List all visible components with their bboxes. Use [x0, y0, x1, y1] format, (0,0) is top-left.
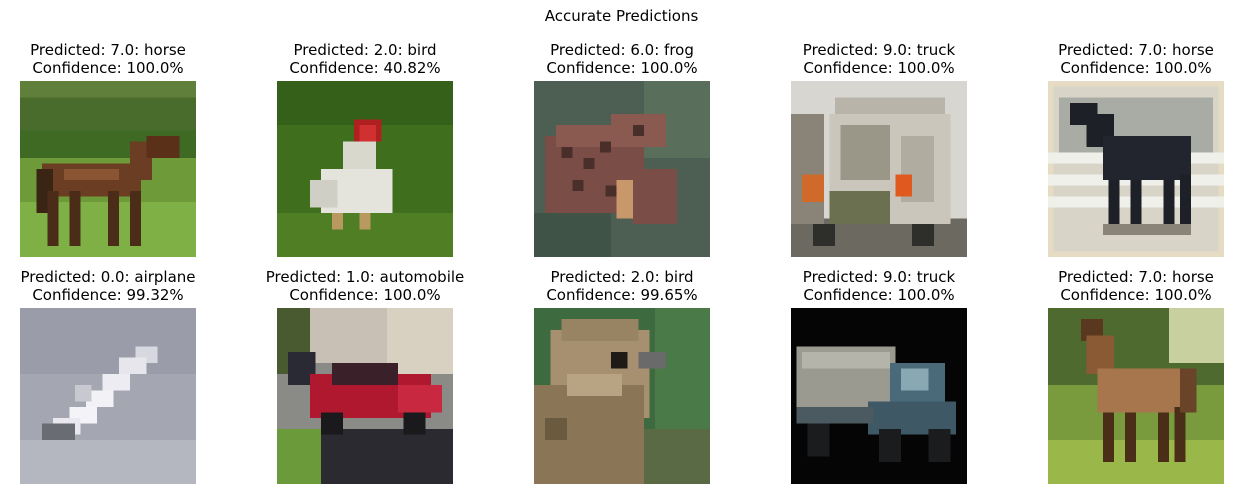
prediction-panel: Predicted: 7.0: horse Confidence: 100.0% [1048, 268, 1224, 484]
truck-image [791, 81, 967, 257]
confidence-label: Confidence: 100.0% [803, 286, 955, 304]
figure-title: Accurate Predictions [544, 7, 699, 25]
prediction-panel: Predicted: 2.0: bird Confidence: 40.82% [277, 41, 453, 257]
predicted-label: Predicted: 7.0: horse [1058, 268, 1214, 286]
horse-image [20, 81, 196, 257]
truck-image [791, 308, 967, 484]
predicted-label: Predicted: 2.0: bird [293, 41, 437, 59]
frog-image [534, 81, 710, 257]
confidence-label: Confidence: 99.65% [546, 286, 698, 304]
predicted-label: Predicted: 7.0: horse [1058, 41, 1214, 59]
predicted-label: Predicted: 1.0: automobile [265, 268, 465, 286]
confidence-label: Confidence: 99.32% [32, 286, 184, 304]
prediction-panel: Predicted: 0.0: airplane Confidence: 99.… [20, 268, 196, 484]
bird-image [534, 308, 710, 484]
predicted-label: Predicted: 9.0: truck [802, 41, 956, 59]
prediction-panel: Predicted: 9.0: truck Confidence: 100.0% [791, 41, 967, 257]
horse-image [1048, 308, 1224, 484]
prediction-panel: Predicted: 2.0: bird Confidence: 99.65% [534, 268, 710, 484]
predicted-label: Predicted: 2.0: bird [550, 268, 694, 286]
confidence-label: Confidence: 100.0% [1060, 59, 1212, 77]
confidence-label: Confidence: 100.0% [32, 59, 184, 77]
confidence-label: Confidence: 100.0% [1060, 286, 1212, 304]
predicted-label: Predicted: 6.0: frog [550, 41, 694, 59]
rooster-image [277, 81, 453, 257]
confidence-label: Confidence: 40.82% [289, 59, 441, 77]
confidence-label: Confidence: 100.0% [546, 59, 698, 77]
prediction-panel: Predicted: 6.0: frog Confidence: 100.0% [534, 41, 710, 257]
horse-image [1048, 81, 1224, 257]
prediction-panel: Predicted: 7.0: horse Confidence: 100.0% [1048, 41, 1224, 257]
prediction-panel: Predicted: 1.0: automobile Confidence: 1… [266, 268, 464, 484]
predicted-label: Predicted: 0.0: airplane [20, 268, 196, 286]
predicted-label: Predicted: 9.0: truck [802, 268, 956, 286]
prediction-panel: Predicted: 9.0: truck Confidence: 100.0% [791, 268, 967, 484]
airplane-image [20, 308, 196, 484]
confidence-label: Confidence: 100.0% [289, 286, 441, 304]
confidence-label: Confidence: 100.0% [803, 59, 955, 77]
car-image [277, 308, 453, 484]
prediction-panel: Predicted: 7.0: horse Confidence: 100.0% [20, 41, 196, 257]
predicted-label: Predicted: 7.0: horse [30, 41, 186, 59]
